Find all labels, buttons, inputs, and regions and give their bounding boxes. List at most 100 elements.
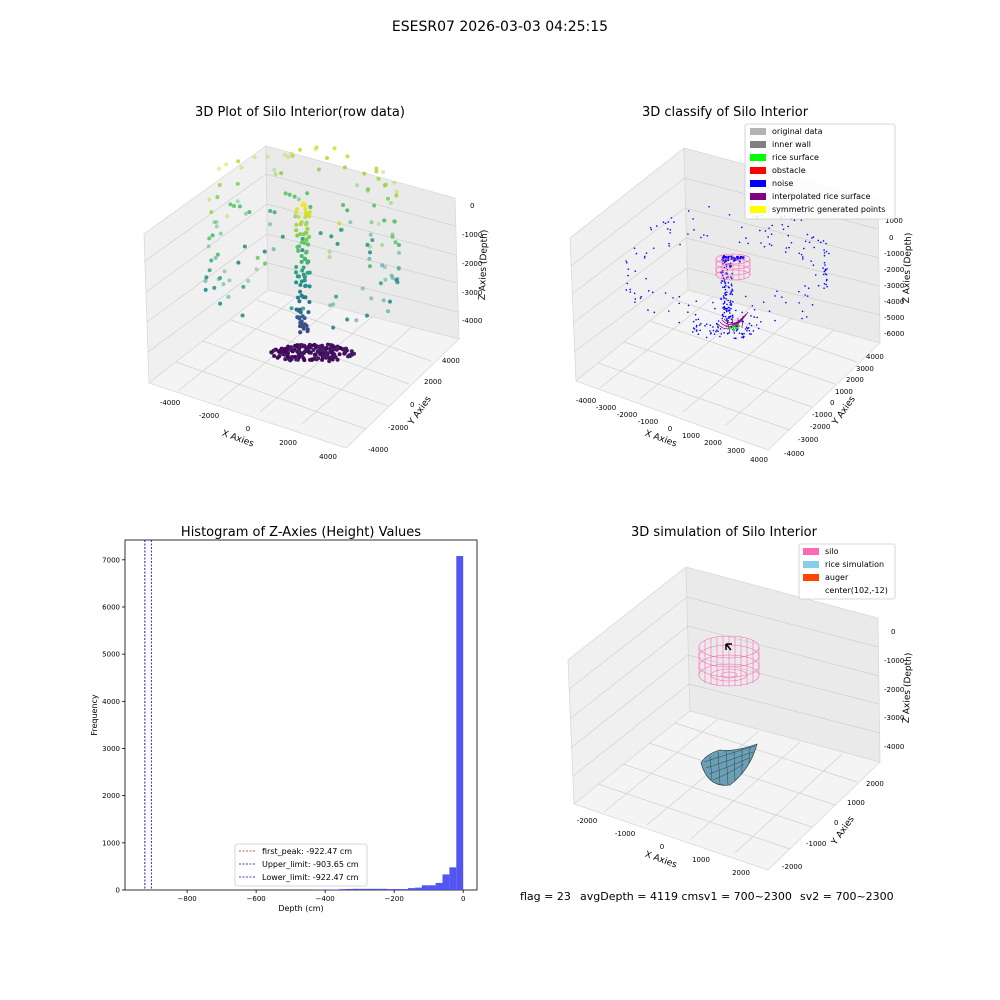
hist-ytick-label: 0	[116, 887, 120, 895]
scatter-point	[310, 357, 315, 362]
scatter-point	[218, 231, 223, 236]
scatter-point	[212, 285, 217, 290]
panel2-ytick-label: -4000	[784, 450, 804, 458]
panel2-zlabel: Z Axies (Depth)	[902, 233, 914, 304]
legend-swatch-rice-simulation	[803, 561, 819, 568]
panel4-xtick-label: 1000	[692, 856, 710, 864]
panel-raw-data: 3D Plot of Silo Interior(row data) -4000…	[143, 105, 490, 461]
scatter-point	[203, 287, 208, 292]
scatter-point	[329, 234, 334, 239]
noise-point	[735, 337, 737, 340]
scatter-point	[296, 197, 301, 202]
scatter-point	[318, 231, 323, 236]
panel2-xtick-label: -4000	[576, 397, 596, 405]
scatter-point	[328, 303, 333, 308]
panel1-xtick-label: 2000	[279, 439, 297, 447]
scatter-point	[294, 210, 299, 215]
scatter-point	[241, 284, 246, 289]
scatter-point	[341, 203, 346, 208]
panel-classify: 3D classify of Silo Interior -4000 -3000…	[569, 105, 914, 464]
noise-point	[776, 290, 778, 293]
panel2-ztick-label: -4000	[884, 298, 904, 306]
scatter-point	[368, 232, 373, 237]
noise-point	[717, 325, 719, 328]
noise-point	[743, 335, 745, 338]
noise-point	[719, 328, 722, 330]
noise-point	[741, 332, 744, 335]
scatter-point	[327, 254, 332, 259]
noise-point	[774, 319, 776, 322]
noise-point	[741, 311, 743, 314]
noise-point	[720, 333, 723, 335]
scatter-point	[313, 353, 318, 358]
scatter-point	[255, 255, 260, 260]
noise-point	[647, 309, 649, 311]
noise-point	[825, 283, 827, 286]
scatter-point	[226, 294, 231, 299]
legend-label-interpolated: interpolated rice surface	[772, 192, 870, 201]
legend-swatch-silo	[803, 548, 819, 555]
scatter-point	[283, 346, 288, 351]
scatter-point	[390, 276, 395, 281]
scatter-point	[302, 358, 307, 363]
noise-point	[706, 234, 709, 237]
panel4-axes-box	[567, 566, 881, 871]
noise-point	[787, 234, 790, 237]
noise-point	[643, 255, 646, 258]
scatter-point	[265, 154, 270, 159]
scatter-point	[305, 329, 310, 334]
noise-point	[750, 315, 752, 317]
noise-point	[666, 228, 669, 230]
noise-point	[801, 317, 803, 320]
panel2-ztick-label: -3000	[884, 282, 904, 290]
noise-point	[729, 265, 732, 268]
scatter-point	[242, 244, 247, 249]
panel2-ytick-label: -3000	[798, 436, 818, 444]
panel2-xtick-label: 0	[668, 425, 672, 433]
hist-bar	[428, 885, 436, 890]
noise-point	[749, 333, 751, 335]
scatter-point	[216, 277, 221, 282]
noise-point	[807, 287, 810, 290]
legend-swatch-inner-wall	[750, 141, 766, 148]
panel1-ztick-label: -2000	[462, 260, 482, 268]
noise-point	[727, 309, 730, 312]
noise-point	[715, 322, 718, 325]
scatter-point	[368, 250, 373, 255]
scatter-point	[280, 234, 285, 239]
scatter-point	[342, 165, 347, 170]
hist-xtick-label: −200	[385, 895, 404, 903]
scatter-point	[365, 188, 370, 193]
noise-point	[800, 253, 803, 256]
legend-swatch-symmetric	[750, 206, 766, 213]
panel2-legend: original data inner wall rice surface ob…	[744, 123, 896, 220]
panel4-xtick-label: 2000	[732, 869, 750, 877]
panel1-axes-box	[143, 145, 460, 449]
noise-point	[697, 333, 700, 336]
hist-ytick-label: 1000	[102, 839, 120, 847]
panel2-xtick-label: -1000	[638, 418, 658, 426]
scatter-point	[369, 220, 374, 225]
noise-point	[725, 284, 727, 287]
panel4-ztick-label: -4000	[884, 743, 904, 751]
scatter-point	[272, 354, 277, 359]
legend-swatch-obstacle	[750, 167, 766, 174]
scatter-point	[203, 278, 208, 283]
noise-point	[810, 260, 813, 262]
scatter-point	[393, 240, 398, 245]
panel4-ytick-label: -2000	[782, 863, 802, 871]
scatter-point	[306, 310, 311, 315]
noise-point	[771, 224, 773, 227]
scatter-point	[388, 201, 393, 206]
scatter-point	[396, 266, 401, 271]
panel2-xtick-label: 3000	[727, 447, 745, 455]
panel1-zlabel: Z Axies (Depth)	[478, 230, 490, 301]
noise-point	[814, 274, 817, 276]
noise-point	[695, 300, 698, 303]
noise-point	[812, 264, 815, 266]
panel3-title: Histogram of Z-Axies (Height) Values	[181, 525, 421, 540]
noise-point	[715, 330, 717, 333]
scatter-point	[295, 295, 300, 300]
noise-point	[629, 288, 631, 291]
noise-point	[753, 308, 756, 311]
